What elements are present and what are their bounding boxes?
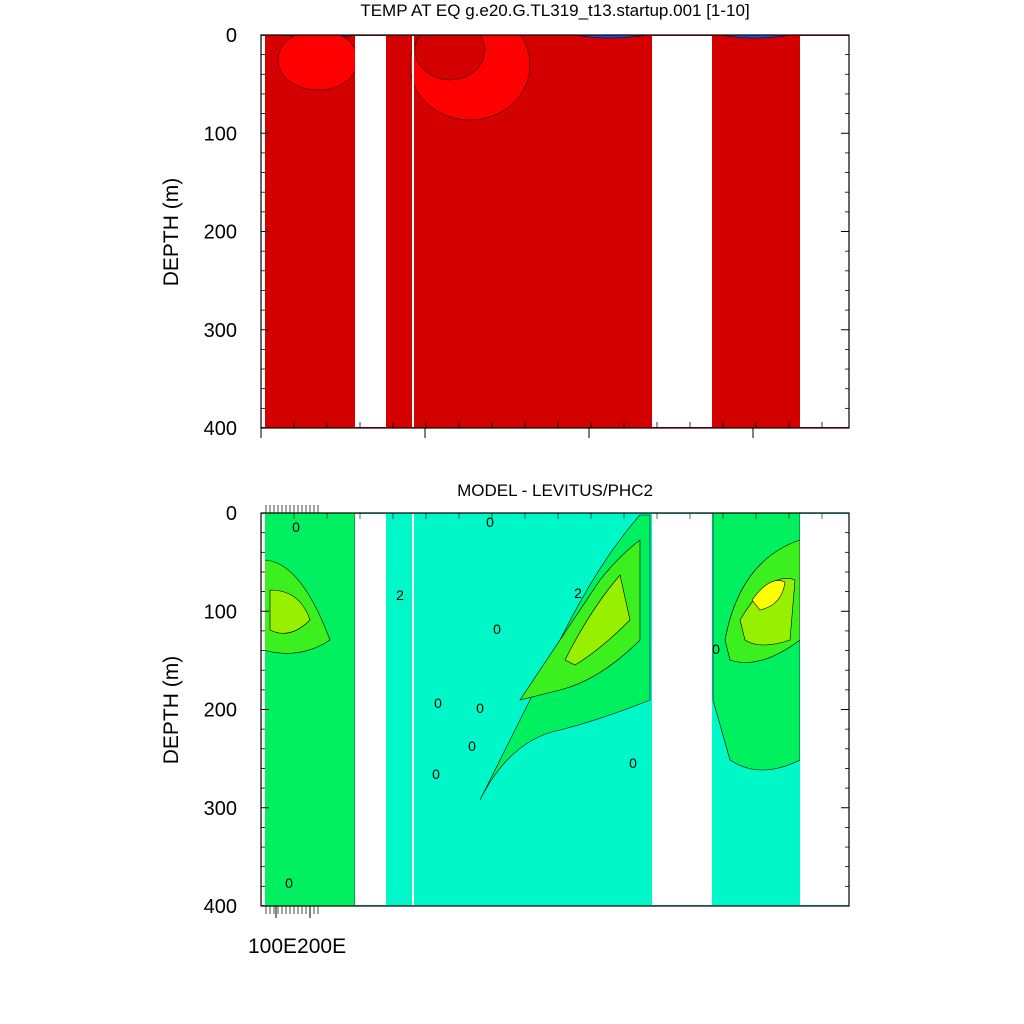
y-tick-label: 100 xyxy=(204,123,237,145)
contour-label: 2 xyxy=(396,587,404,603)
land-mask xyxy=(355,514,386,905)
warm-pool xyxy=(277,35,359,91)
y-tick-label: 0 xyxy=(226,25,237,47)
y-tick-label: 300 xyxy=(204,798,237,820)
diff-x-ticks xyxy=(260,505,823,918)
land-mask xyxy=(412,36,414,427)
temp-y-axis-label: DEPTH (m) xyxy=(160,178,183,287)
contour-label: 0 xyxy=(476,700,484,716)
diff-field xyxy=(261,513,849,906)
y-tick-label: 200 xyxy=(204,700,237,722)
contour-label: 0 xyxy=(292,519,300,535)
diff-region xyxy=(269,589,311,634)
y-tick-label: 300 xyxy=(204,320,237,342)
isotherm-band xyxy=(261,35,849,428)
y-tick-label: 400 xyxy=(204,896,237,918)
y-tick-label: 0 xyxy=(226,503,237,525)
contour-label: 0 xyxy=(629,755,637,771)
contour-label: 0 xyxy=(493,621,501,637)
land-mask xyxy=(652,36,712,427)
contour-label: 0 xyxy=(432,766,440,782)
diff-region xyxy=(564,574,631,666)
diff-region xyxy=(751,580,786,611)
contour-label: 0 xyxy=(468,738,476,754)
isotherm-band xyxy=(261,426,849,428)
contour-label: 0 xyxy=(712,641,720,657)
y-tick-label: 200 xyxy=(204,222,237,244)
diff-x-tick-label: 100E200E xyxy=(248,935,346,958)
difference-panel: MODEL - LEVITUS/PHC2 DEPTH (m) 002 200 000… xyxy=(160,481,850,958)
diff-region xyxy=(519,539,641,701)
temp-y-ticks: 0 100 200 300 400 xyxy=(204,25,849,440)
temp-x-ticks xyxy=(260,422,823,438)
land-mask xyxy=(800,36,849,427)
y-tick-label: 100 xyxy=(204,601,237,623)
contour-label: 0 xyxy=(285,875,293,891)
land-mask xyxy=(652,514,712,905)
land-mask xyxy=(355,36,386,427)
temp-field xyxy=(261,35,849,428)
land-mask xyxy=(412,514,414,905)
warm-pool-core xyxy=(414,35,486,81)
diff-contour-labels: 0 0 2 2 0 0 0 0 0 0 0 0 xyxy=(285,514,720,891)
diff-panel-title: MODEL - LEVITUS/PHC2 xyxy=(457,481,653,500)
diff-y-axis-label: DEPTH (m) xyxy=(160,656,183,765)
contour-label: 2 xyxy=(574,585,582,601)
temp-panel-title: TEMP AT EQ g.e20.G.TL319_t13.startup.001… xyxy=(360,1,749,20)
land-mask xyxy=(800,514,849,905)
y-tick-label: 400 xyxy=(204,418,237,440)
contour-label: 0 xyxy=(434,695,442,711)
temperature-panel: TEMP AT EQ g.e20.G.TL319_t13.startup.001… xyxy=(160,1,850,440)
contour-label: 0 xyxy=(486,514,494,530)
